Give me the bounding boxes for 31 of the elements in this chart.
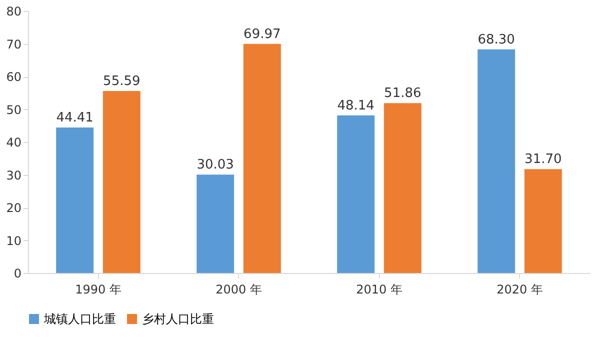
text: 48.14	[337, 98, 374, 114]
legend-label: 乡村人口比重	[142, 312, 214, 326]
text: 68.30	[478, 32, 515, 48]
x-tick-label: 2000 年	[216, 282, 262, 296]
bar	[243, 44, 281, 273]
y-tick-label: 20	[6, 201, 22, 215]
y-tick-label: 0	[14, 266, 22, 280]
x-tick-label: 1990 年	[75, 282, 122, 296]
text: 44.41	[56, 110, 94, 126]
y-tick-label: 30	[6, 168, 22, 182]
text: 51.86	[384, 86, 422, 102]
bar	[102, 90, 140, 273]
y-tick-label: 10	[6, 234, 22, 248]
text: 69.97	[244, 26, 281, 42]
text: 31.70	[524, 152, 562, 168]
text: 30.03	[196, 158, 234, 173]
y-tick-label: 50	[6, 102, 22, 117]
bar	[384, 103, 422, 273]
bar	[196, 174, 234, 273]
bar	[524, 169, 562, 273]
x-tick-label: 2010 年	[356, 282, 402, 296]
text: 55.59	[103, 74, 140, 89]
bar	[337, 115, 375, 273]
bar	[56, 128, 94, 273]
y-tick-label: 70	[6, 37, 22, 52]
y-tick-label: 40	[6, 136, 22, 150]
legend-label: 城镇人口比重	[43, 312, 116, 326]
x-tick-label: 2020 年	[496, 282, 543, 296]
y-tick-label: 80	[6, 4, 22, 18]
bar	[478, 49, 516, 273]
y-tick-label: 60	[6, 70, 22, 84]
